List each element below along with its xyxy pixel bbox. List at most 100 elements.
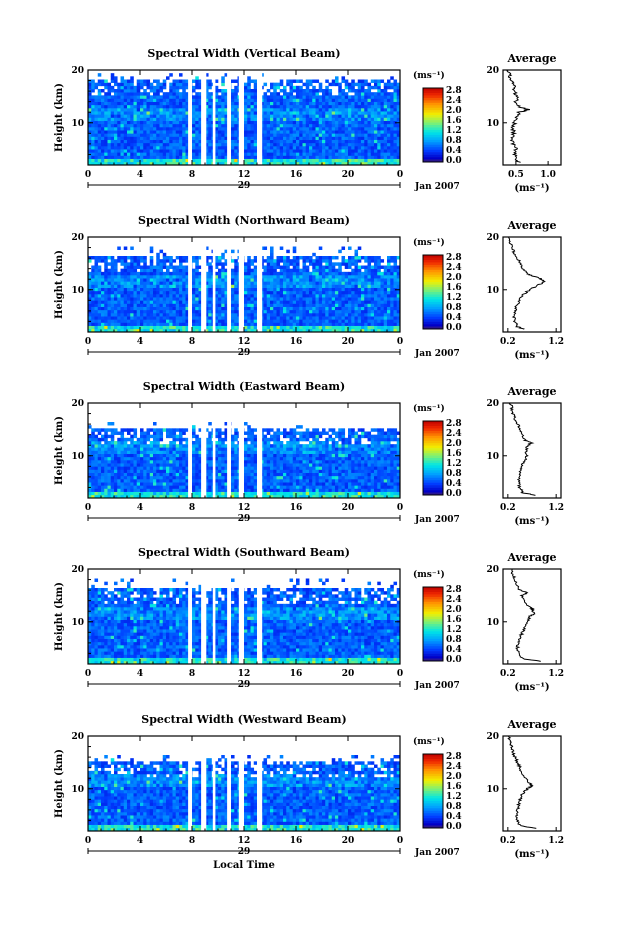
heatmap-cell xyxy=(88,441,92,445)
heatmap-cell xyxy=(107,133,112,137)
heatmap-cell xyxy=(234,306,238,311)
heatmap-cell xyxy=(153,117,157,121)
heatmap-cell xyxy=(91,108,95,112)
heatmap-cell xyxy=(97,146,102,150)
heatmap-cell xyxy=(91,82,95,87)
heatmap-cell xyxy=(377,130,381,134)
heatmap-cell xyxy=(361,309,365,314)
heatmap-cell xyxy=(328,104,333,109)
heatmap-cell xyxy=(166,149,170,153)
heatmap-cell xyxy=(224,328,229,333)
heatmap-cell xyxy=(396,294,401,298)
heatmap-cell xyxy=(101,284,105,288)
heatmap-cell xyxy=(172,294,177,298)
heatmap-cell xyxy=(263,306,268,311)
heatmap-cell xyxy=(120,130,125,134)
heatmap-cell xyxy=(120,322,125,326)
heatmap-cell xyxy=(396,146,401,150)
heatmap-cell xyxy=(88,303,92,307)
heatmap-cell xyxy=(325,161,329,166)
colorbar-swatch xyxy=(423,287,443,290)
heatmap-cell xyxy=(146,92,151,96)
heatmap-cell xyxy=(380,104,385,109)
heatmap-cell xyxy=(377,133,381,137)
heatmap-cell xyxy=(253,284,258,288)
heatmap-cell xyxy=(348,313,352,317)
heatmap-cell xyxy=(169,142,173,147)
heatmap-cell xyxy=(123,161,128,166)
heatmap-cell xyxy=(205,139,209,144)
heatmap-cell xyxy=(377,328,381,333)
heatmap-cell xyxy=(130,120,134,125)
heatmap-cell xyxy=(374,300,378,304)
heatmap-cell xyxy=(97,130,102,134)
heatmap-cell xyxy=(380,284,385,288)
heatmap-cell xyxy=(218,130,222,134)
heatmap-cell xyxy=(279,284,284,288)
heatmap-cell xyxy=(182,117,186,121)
heatmap-cell xyxy=(263,281,268,285)
heatmap-cell xyxy=(289,325,294,330)
heatmap-cell xyxy=(162,322,167,326)
heatmap-cell xyxy=(195,85,199,90)
heatmap-cell xyxy=(361,325,365,330)
heatmap-cell xyxy=(312,158,316,163)
heatmap-cell xyxy=(136,325,141,330)
heatmap-cell xyxy=(182,271,186,276)
heatmap-cell xyxy=(299,256,303,260)
heatmap-cell xyxy=(185,79,190,83)
heatmap-cell xyxy=(175,306,180,311)
heatmap-cell xyxy=(318,316,323,320)
heatmap-cell xyxy=(156,95,160,99)
heatmap-cell xyxy=(367,284,372,288)
heatmap-cell xyxy=(91,136,95,140)
heatmap-cell xyxy=(322,130,326,134)
heatmap-cell xyxy=(175,111,180,115)
heatmap-cell xyxy=(146,139,151,144)
heatmap-cell xyxy=(153,85,157,90)
heatmap-cell xyxy=(338,111,342,115)
heatmap-cell xyxy=(266,294,271,298)
heatmap-cell xyxy=(133,95,138,99)
heatmap-cell xyxy=(348,303,352,307)
heatmap-cell xyxy=(130,82,134,87)
heatmap-cell xyxy=(166,325,170,330)
heatmap-cell xyxy=(315,325,320,330)
heatmap-cell xyxy=(344,152,349,156)
heatmap-cell xyxy=(117,133,121,137)
heatmap-cell xyxy=(244,117,248,121)
heatmap-cell xyxy=(387,319,391,323)
heatmap-cell xyxy=(169,85,173,90)
heatmap-cell xyxy=(315,275,320,279)
heatmap-cell xyxy=(205,146,209,150)
heatmap-cell xyxy=(218,275,222,279)
heatmap-cell xyxy=(380,146,385,150)
heatmap-cell xyxy=(247,294,251,298)
heatmap-cell xyxy=(127,111,131,115)
heatmap-cell xyxy=(156,146,160,150)
heatmap-cell xyxy=(156,287,160,292)
heatmap-cell xyxy=(104,127,108,131)
heatmap-cell xyxy=(341,139,346,144)
heatmap-cell xyxy=(88,259,92,263)
heatmap-cell xyxy=(315,79,320,83)
heatmap-cell xyxy=(318,82,323,87)
heatmap-cell xyxy=(162,271,167,276)
heatmap-cell xyxy=(396,300,401,304)
heatmap-cell xyxy=(88,278,92,282)
heatmap-cell xyxy=(117,117,121,121)
heatmap-cell xyxy=(357,108,362,112)
heatmap-cell xyxy=(130,117,134,121)
heatmap-cell xyxy=(357,306,362,311)
heatmap-cell xyxy=(175,313,180,317)
heatmap-cell xyxy=(344,82,349,87)
heatmap-cell xyxy=(390,316,394,320)
heatmap-cell xyxy=(318,130,323,134)
heatmap-cell xyxy=(292,101,297,106)
heatmap-cell xyxy=(286,155,290,159)
heatmap-cell xyxy=(318,322,323,326)
heatmap-cell xyxy=(120,271,125,276)
heatmap-cell xyxy=(318,287,323,292)
heatmap-cell xyxy=(374,98,378,102)
heatmap-cell xyxy=(253,309,258,314)
